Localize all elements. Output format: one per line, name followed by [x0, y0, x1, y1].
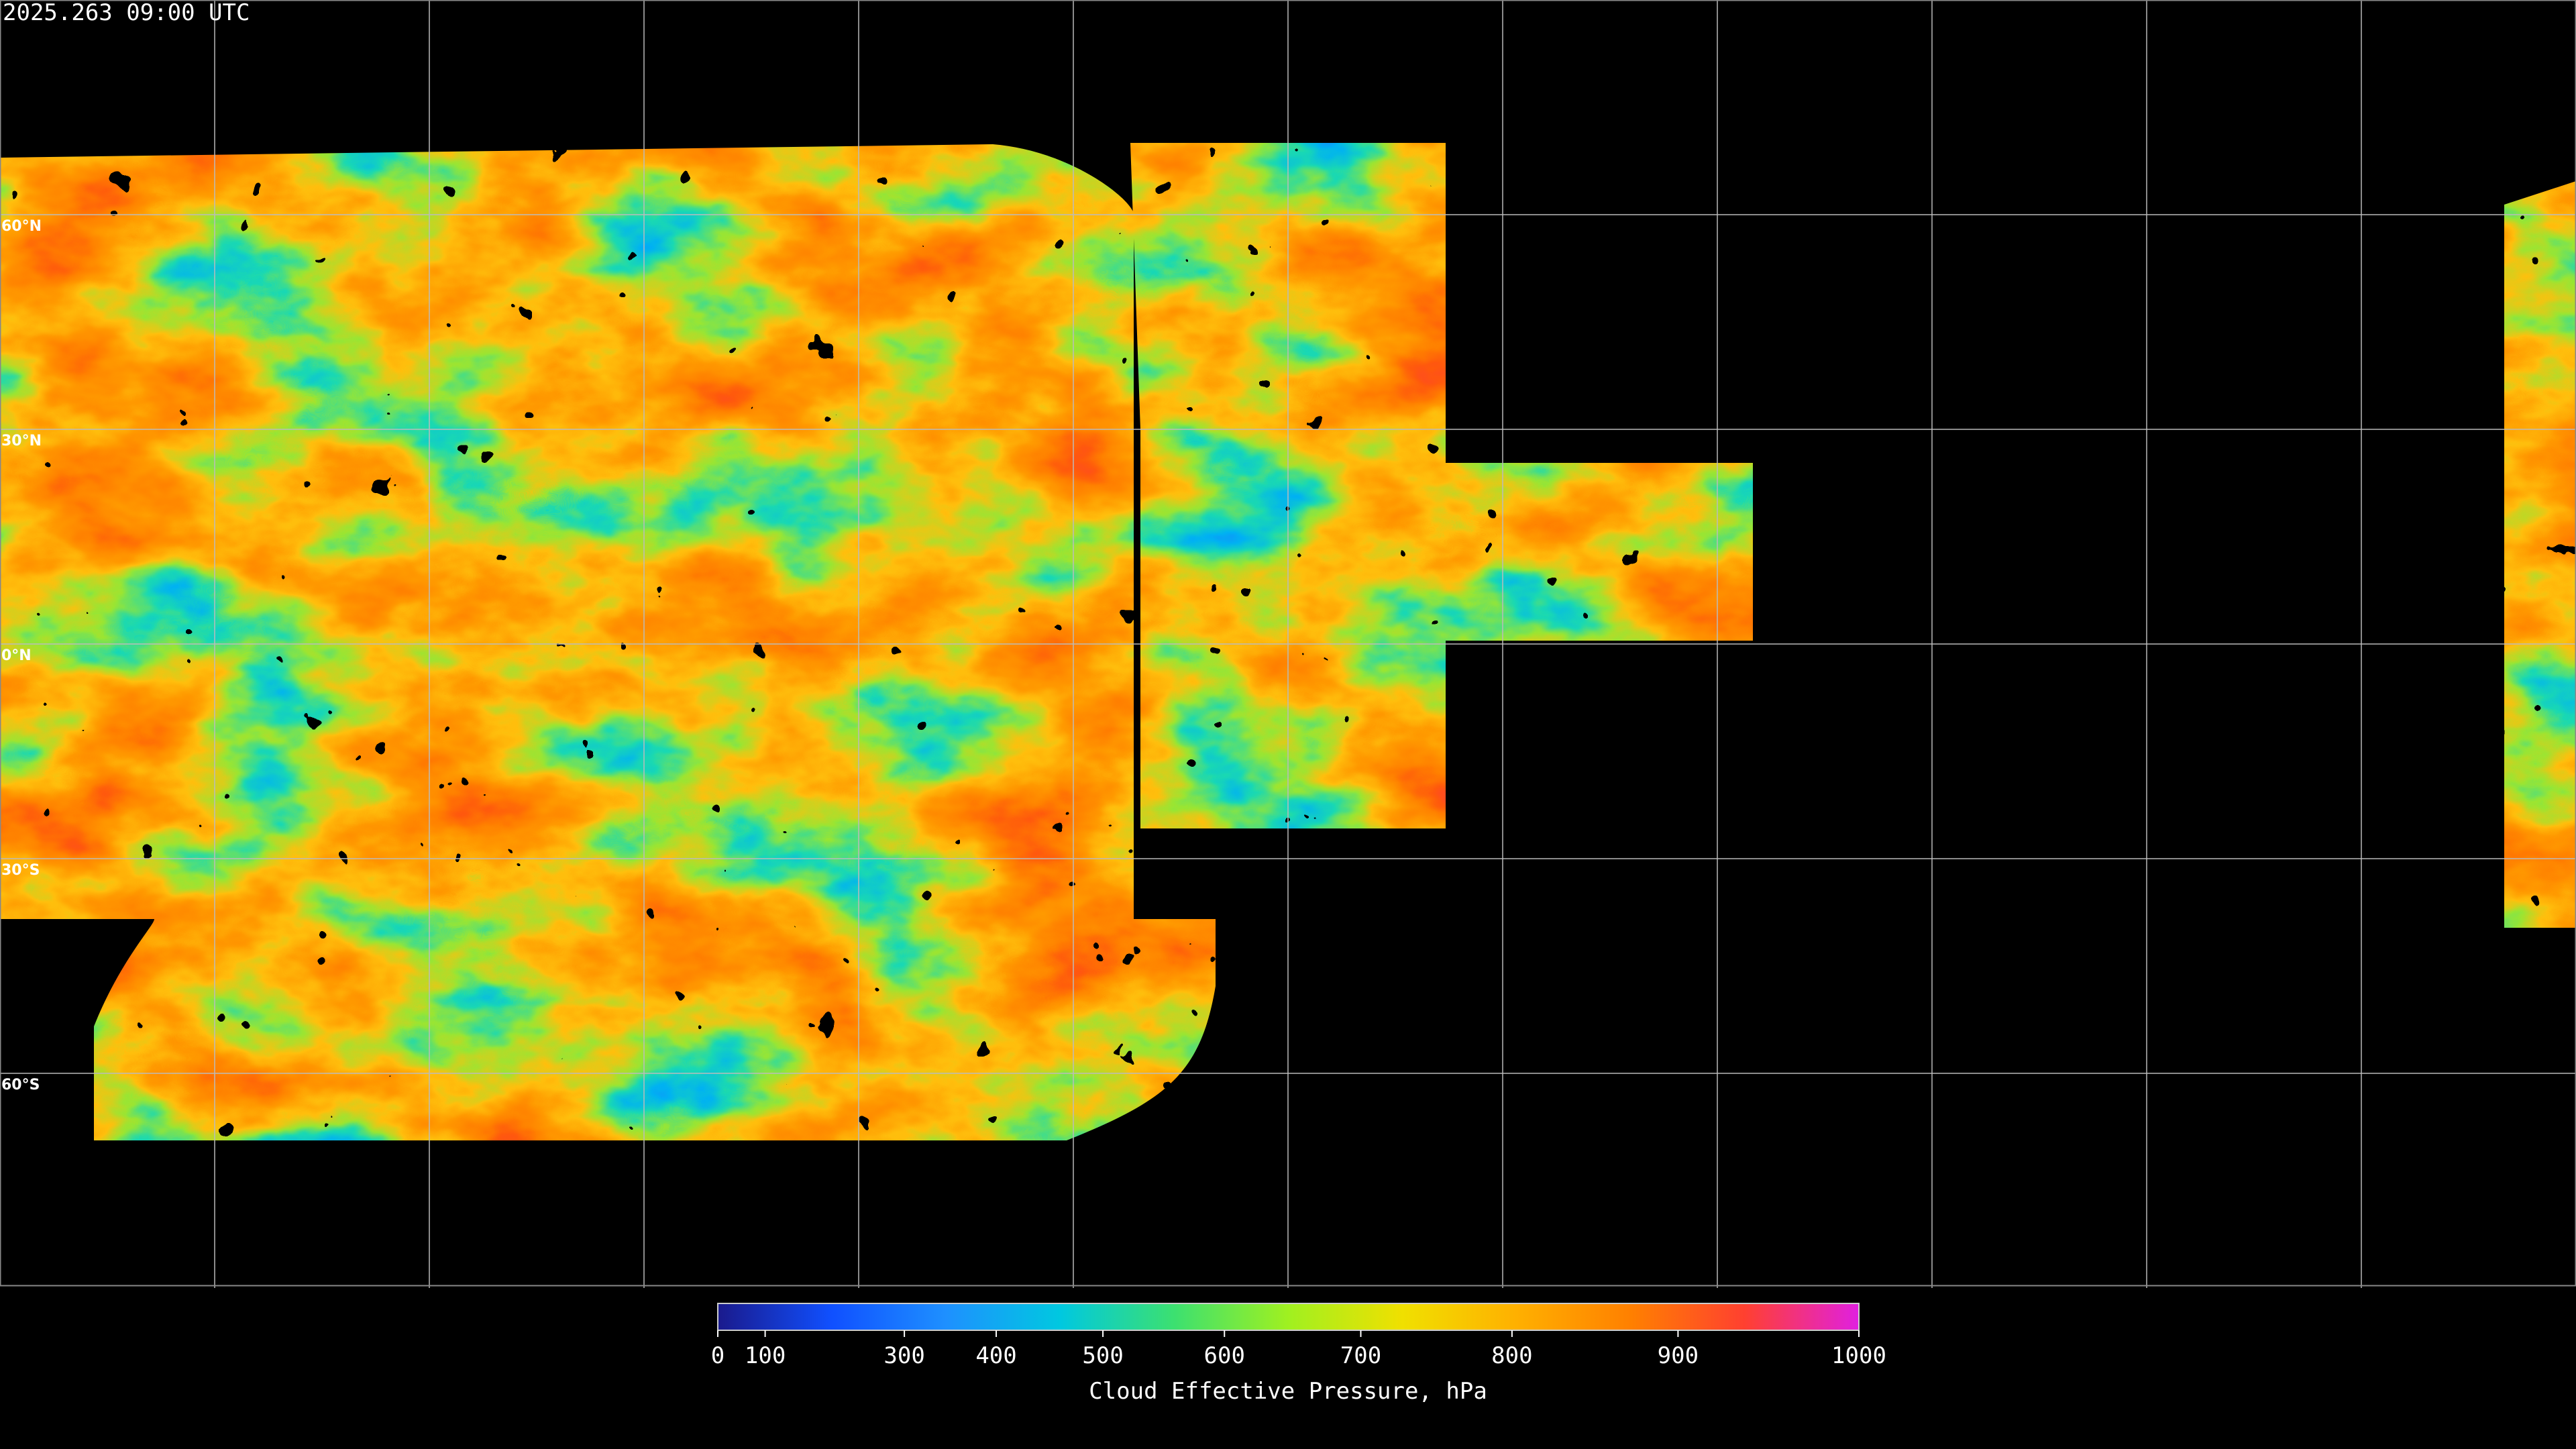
colorbar-tick-label: 1000 — [1831, 1342, 1886, 1369]
colorbar-tick-label: 0 — [711, 1342, 724, 1369]
colorbar-tick-label: 900 — [1658, 1342, 1699, 1369]
timestamp-title: 2025.263 09:00 UTC — [3, 0, 250, 26]
colorbar-tick-label: 400 — [975, 1342, 1016, 1369]
colorbar: Cloud Effective Pressure, hPa 0 100 300 400… — [711, 1303, 1886, 1405]
colorbar-tick-label: 700 — [1340, 1342, 1381, 1369]
lat-label: 0°N — [1, 647, 32, 664]
colorbar-label: Cloud Effective Pressure, hPa — [1089, 1378, 1487, 1405]
lat-label: 30°N — [1, 433, 42, 449]
lat-label: 30°S — [1, 862, 40, 879]
colorbar-tick-label: 300 — [883, 1342, 924, 1369]
lat-label: 60°N — [1, 218, 42, 235]
colorbar-tick-label: 500 — [1082, 1342, 1123, 1369]
colorbar-tick-label: 100 — [745, 1342, 786, 1369]
colorbar-ramp — [717, 1303, 1860, 1331]
colorbar-tick-label: 600 — [1204, 1342, 1245, 1369]
colorbar-tick-label: 800 — [1491, 1342, 1532, 1369]
lat-label: 60°S — [1, 1077, 40, 1093]
graticule: 60°N 30°N 0°N 30°S 60°S — [0, 0, 2576, 1288]
